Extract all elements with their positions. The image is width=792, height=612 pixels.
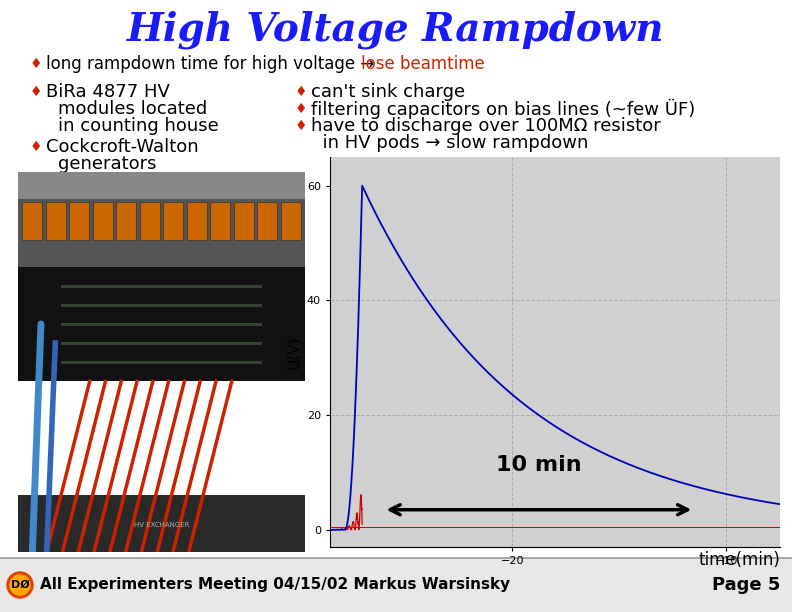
Bar xyxy=(22,203,43,241)
Bar xyxy=(18,172,305,267)
Text: HV EXCHANGER: HV EXCHANGER xyxy=(134,523,189,528)
Text: lose beamtime: lose beamtime xyxy=(361,55,485,73)
Text: have to discharge over 100MΩ resistor: have to discharge over 100MΩ resistor xyxy=(311,117,661,135)
Text: in counting house: in counting house xyxy=(58,117,219,135)
Text: ♦: ♦ xyxy=(30,85,43,99)
Bar xyxy=(210,203,230,241)
Text: filtering capacitors on bias lines (~few ÜF): filtering capacitors on bias lines (~few… xyxy=(311,99,695,119)
Text: long rampdown time for high voltage →: long rampdown time for high voltage → xyxy=(46,55,379,73)
Bar xyxy=(139,203,160,241)
Bar xyxy=(61,323,262,326)
Text: DØ: DØ xyxy=(10,580,29,590)
Bar xyxy=(69,203,89,241)
Bar xyxy=(280,203,301,241)
FancyBboxPatch shape xyxy=(0,558,792,612)
Bar xyxy=(187,203,207,241)
Bar xyxy=(18,495,305,552)
Bar xyxy=(163,203,183,241)
Text: 10 min: 10 min xyxy=(496,455,582,476)
Text: ♦: ♦ xyxy=(30,140,43,154)
Text: in HV pods → slow rampdown: in HV pods → slow rampdown xyxy=(311,134,588,152)
Text: time(min): time(min) xyxy=(698,551,780,569)
Text: Page 5: Page 5 xyxy=(712,576,780,594)
Bar xyxy=(93,203,112,241)
Bar xyxy=(257,203,277,241)
Bar xyxy=(61,342,262,345)
Bar xyxy=(61,361,262,364)
Bar xyxy=(234,203,253,241)
Text: modules located: modules located xyxy=(58,100,208,118)
Circle shape xyxy=(7,572,33,598)
Bar xyxy=(46,203,66,241)
Text: ♦: ♦ xyxy=(295,102,307,116)
Text: generators: generators xyxy=(58,155,157,173)
Text: ♦: ♦ xyxy=(295,85,307,99)
Text: Cockcroft-Walton: Cockcroft-Walton xyxy=(46,138,199,156)
Text: ♦: ♦ xyxy=(30,57,43,71)
Y-axis label: U(V): U(V) xyxy=(286,335,301,368)
Text: High Voltage Rampdown: High Voltage Rampdown xyxy=(128,11,664,49)
Text: can't sink charge: can't sink charge xyxy=(311,83,465,101)
Text: ♦: ♦ xyxy=(295,119,307,133)
Bar xyxy=(116,203,136,241)
Bar xyxy=(61,304,262,307)
Bar xyxy=(61,285,262,288)
Text: All Experimenters Meeting 04/15/02 Markus Warsinsky: All Experimenters Meeting 04/15/02 Marku… xyxy=(40,578,510,592)
Bar xyxy=(18,267,305,381)
Circle shape xyxy=(10,575,30,595)
Bar xyxy=(18,172,305,199)
Text: BiRa 4877 HV: BiRa 4877 HV xyxy=(46,83,169,101)
